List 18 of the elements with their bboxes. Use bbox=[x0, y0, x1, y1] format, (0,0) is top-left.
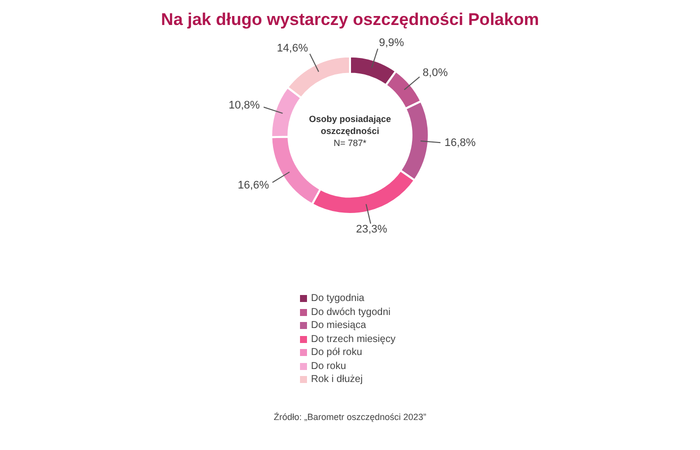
legend-label: Do trzech miesięcy bbox=[311, 334, 396, 345]
legend-label: Rok i dłużej bbox=[311, 374, 363, 386]
text: N= 787* bbox=[332, 137, 368, 149]
data-label: 14,6% bbox=[276, 42, 308, 54]
legend-label: Do roku bbox=[311, 360, 346, 372]
legend-label: Do miesiąca bbox=[311, 320, 366, 332]
text: Źródło: „Barometr oszczędności 2023” bbox=[272, 412, 428, 422]
legend-label: Do pół roku bbox=[311, 347, 362, 358]
data-label: 10,8% bbox=[228, 99, 260, 112]
legend-label: Do tygodnia bbox=[311, 293, 364, 304]
data-label: 9,9% bbox=[379, 37, 404, 50]
data-label: 8,0% bbox=[422, 67, 448, 80]
data-label: 23,3% bbox=[356, 223, 388, 236]
text: Osoby posiadające oszczędności bbox=[308, 113, 392, 137]
legend-label: Do dwóch tygodni bbox=[311, 306, 390, 318]
data-label: 16,6% bbox=[238, 180, 270, 192]
data-label: 16,8% bbox=[444, 137, 476, 150]
chart-title: Na jak długo wystarczy oszczędności Polakom bbox=[161, 10, 539, 29]
